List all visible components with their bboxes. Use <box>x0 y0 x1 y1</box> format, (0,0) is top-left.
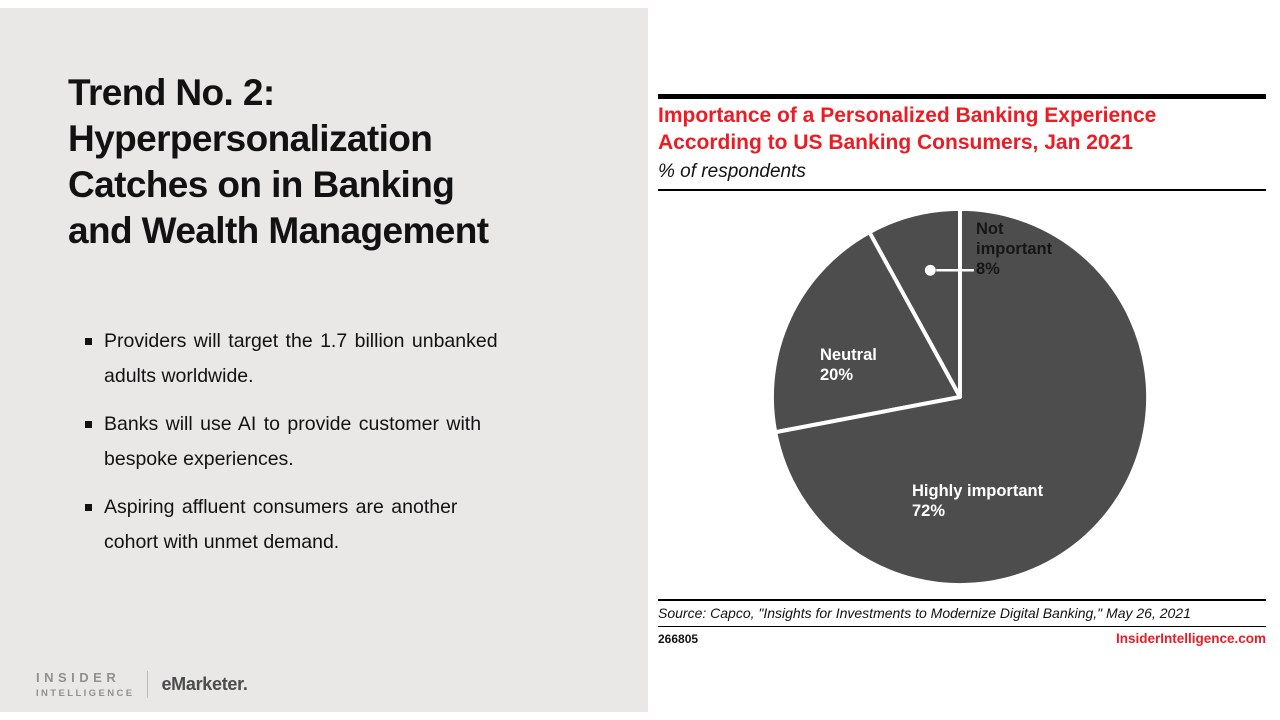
brand-footer: INSIDER INTELLIGENCE eMarketer. <box>36 670 248 699</box>
bullet-item: Providers will target the 1.7 billion un… <box>85 324 579 394</box>
bullet-text: Providers will target the 1.7 billion un… <box>104 330 498 352</box>
source-rule <box>658 599 1266 601</box>
brand-divider <box>147 671 149 698</box>
slide-title-line: Catches on in Banking <box>68 164 455 205</box>
pie-label-value: 8% <box>976 260 1000 278</box>
insider-intelligence-logo: INSIDER INTELLIGENCE <box>36 670 134 699</box>
pie-label-text: Highly important <box>912 482 1044 500</box>
chart-title-line: According to US Banking Consumers, Jan 2… <box>658 131 1133 154</box>
brand-word: INTELLIGENCE <box>36 688 135 699</box>
chart-id: 266805 <box>658 632 699 646</box>
pie-chart: Highly important 72% Neutral 20% Not imp… <box>658 197 1266 597</box>
top-rule <box>658 94 1266 99</box>
bullet-text: bespoke experiences. <box>104 448 294 470</box>
bullet-square-icon <box>85 421 92 428</box>
pie-label-text: Not important <box>976 220 1053 258</box>
slide-title-line: Trend No. 2: <box>68 72 275 113</box>
slide-title-line: Hyperpersonalization <box>68 118 433 159</box>
bullet-item: Aspiring affluent consumers are another … <box>85 490 579 560</box>
bullet-list: Providers will target the 1.7 billion un… <box>85 324 579 573</box>
pie-label-value: 72% <box>912 502 946 520</box>
pie-label-highly-important: Highly important 72% <box>912 481 1043 521</box>
brand-word: INSIDER <box>36 670 121 685</box>
source-text: Source: Capco, "Insights for Investments… <box>658 605 1191 621</box>
bullet-text: Aspiring affluent consumers are another <box>104 496 458 518</box>
footer-rule <box>658 626 1266 627</box>
chart-subtitle: % of respondents <box>658 161 806 182</box>
emarketer-logo: eMarketer. <box>161 674 248 694</box>
bullet-text: Banks will use AI to provide customer wi… <box>104 413 482 435</box>
slide-title: Trend No. 2: Hyperpersonalization Catche… <box>68 70 489 254</box>
bullet-text: cohort with unmet demand. <box>104 531 340 553</box>
pie-label-neutral: Neutral 20% <box>820 345 877 385</box>
chart-footer: 266805 InsiderIntelligence.com <box>658 631 1266 646</box>
chart-title: Importance of a Personalized Banking Exp… <box>658 102 1266 156</box>
pie-label-value: 20% <box>820 366 854 384</box>
chart-panel: Importance of a Personalized Banking Exp… <box>648 0 1280 720</box>
bullet-square-icon <box>85 338 92 345</box>
chart-title-line: Importance of a Personalized Banking Exp… <box>658 104 1157 127</box>
header-rule <box>658 189 1266 191</box>
callout-dot-icon <box>924 264 936 276</box>
slide-text-panel: Trend No. 2: Hyperpersonalization Catche… <box>0 8 648 712</box>
pie-slice-highly-important <box>773 206 1151 588</box>
slide-title-line: and Wealth Management <box>68 210 489 251</box>
pie-chart-svg <box>769 206 1151 588</box>
pie-slice-neutral <box>769 230 962 435</box>
site-link[interactable]: InsiderIntelligence.com <box>1115 631 1266 646</box>
bullet-item: Banks will use AI to provide customer wi… <box>85 407 579 477</box>
bullet-square-icon <box>85 504 92 511</box>
pie-label-text: Neutral <box>820 346 877 364</box>
bullet-text: adults worldwide. <box>104 365 254 387</box>
pie-label-not-important: Not important 8% <box>976 219 1068 279</box>
